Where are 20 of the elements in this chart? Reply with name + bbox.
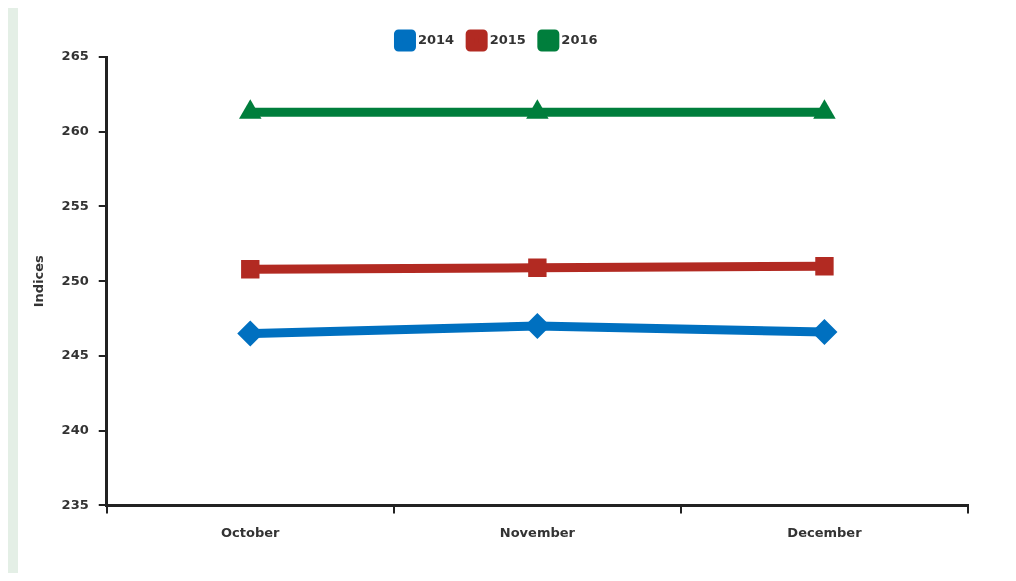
y-axis-title: Indices [31, 254, 47, 308]
y-tick-label: 240 [61, 422, 89, 438]
y-tick-label: 265 [61, 48, 89, 64]
legend-label: 2015 [489, 31, 526, 47]
point [526, 99, 549, 119]
point [815, 257, 834, 276]
y-tick-label: 250 [61, 272, 89, 288]
x-tick-label: December [787, 524, 863, 540]
point [239, 99, 262, 119]
legend-label: 2014 [417, 31, 455, 47]
y-tick-label: 235 [61, 496, 89, 512]
y-tick-label: 255 [61, 197, 89, 213]
point [813, 99, 836, 119]
x-tick-label: October [221, 524, 281, 540]
point [528, 258, 547, 277]
x-tick-label: November [499, 524, 576, 540]
legend-label: 2016 [561, 31, 598, 47]
y-tick-label: 245 [61, 347, 89, 363]
point [241, 260, 260, 279]
y-tick-label: 260 [61, 123, 89, 139]
